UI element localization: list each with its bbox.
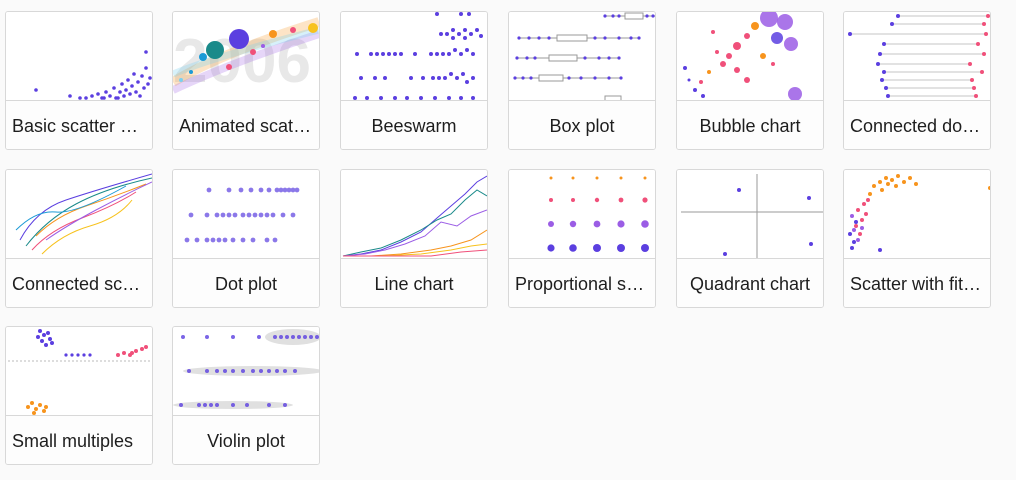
violin-plot-thumbnail — [173, 327, 319, 415]
card-small-multiples[interactable]: Small multiples — [5, 326, 153, 465]
basic-scatter-thumbnail-svg — [34, 50, 152, 100]
card-bubble-chart-footer: Bubble chart — [677, 100, 823, 149]
dot-plot-thumbnail — [173, 170, 319, 258]
card-proportional-symbol-footer: Proportional symbol plot — [509, 258, 655, 307]
card-box-plot-footer: Box plot — [509, 100, 655, 149]
connected-dot-thumbnail — [844, 12, 990, 100]
card-label-quadrant-chart: Quadrant chart — [689, 274, 811, 294]
card-label-bubble-chart: Bubble chart — [699, 116, 801, 136]
card-quadrant-chart-footer: Quadrant chart — [677, 258, 823, 307]
card-line-chart-footer: Line chart — [341, 258, 487, 307]
box-plot-thumbnail-svg — [513, 12, 655, 100]
animated-scatter-thumbnail: 2006 — [173, 12, 319, 100]
box-plot-thumbnail — [509, 12, 655, 100]
card-beeswarm-footer: Beeswarm — [341, 100, 487, 149]
card-connected-scatter[interactable]: Connected scatter plot — [5, 169, 153, 308]
scatter-fit-thumbnail — [844, 170, 990, 258]
small-multiples-thumbnail-svg — [8, 329, 152, 415]
card-dot-plot[interactable]: Dot plot — [172, 169, 320, 308]
dot-plot-thumbnail-svg — [184, 187, 300, 243]
card-label-small-multiples: Small multiples — [12, 431, 134, 451]
animated-scatter-thumbnail-svg: 2006 — [173, 17, 319, 96]
card-label-violin-plot: Violin plot — [207, 431, 285, 451]
card-beeswarm[interactable]: Beeswarm — [340, 11, 488, 150]
beeswarm-thumbnail — [341, 12, 487, 100]
card-animated-scatter[interactable]: 2006 Animated scatter plot — [172, 11, 320, 150]
card-label-box-plot: Box plot — [549, 116, 615, 136]
card-violin-plot-footer: Violin plot — [173, 415, 319, 464]
beeswarm-thumbnail-svg — [353, 12, 483, 100]
card-label-animated-scatter: Animated scatter plot — [179, 116, 313, 136]
card-label-dot-plot: Dot plot — [214, 274, 278, 294]
card-dot-plot-footer: Dot plot — [173, 258, 319, 307]
card-label-proportional-symbol: Proportional symbol plot — [515, 274, 649, 294]
scatter-fit-thumbnail-svg — [848, 174, 990, 252]
card-proportional-symbol[interactable]: Proportional symbol plot — [508, 169, 656, 308]
proportional-symbol-thumbnail — [509, 170, 655, 258]
card-label-beeswarm: Beeswarm — [371, 116, 457, 136]
connected-scatter-thumbnail-svg — [15, 173, 152, 255]
basic-scatter-thumbnail — [6, 12, 152, 100]
card-basic-scatter-footer: Basic scatter plot — [6, 100, 152, 149]
card-line-chart[interactable]: Line chart — [340, 169, 488, 308]
card-connected-dot[interactable]: Connected dot plot — [843, 11, 991, 150]
bubble-chart-thumbnail-svg — [683, 12, 802, 100]
violin-plot-thumbnail-svg — [173, 329, 319, 409]
card-label-connected-dot: Connected dot plot — [850, 116, 984, 136]
quadrant-chart-thumbnail-svg — [681, 174, 823, 258]
card-animated-scatter-footer: Animated scatter plot — [173, 100, 319, 149]
card-violin-plot[interactable]: Violin plot — [172, 326, 320, 465]
card-connected-scatter-footer: Connected scatter plot — [6, 258, 152, 307]
quadrant-chart-thumbnail — [677, 170, 823, 258]
card-scatter-fit[interactable]: Scatter with fit line — [843, 169, 991, 308]
card-quadrant-chart[interactable]: Quadrant chart — [676, 169, 824, 308]
bubble-chart-thumbnail — [677, 12, 823, 100]
proportional-symbol-thumbnail-svg — [547, 176, 649, 252]
card-label-connected-scatter: Connected scatter plot — [12, 274, 146, 294]
card-label-basic-scatter: Basic scatter plot — [12, 116, 146, 136]
line-chart-thumbnail — [341, 170, 487, 258]
small-multiples-thumbnail — [6, 327, 152, 415]
connected-scatter-thumbnail — [6, 170, 152, 258]
card-box-plot[interactable]: Box plot — [508, 11, 656, 150]
line-chart-thumbnail-svg — [342, 175, 487, 257]
card-scatter-fit-footer: Scatter with fit line — [844, 258, 990, 307]
connected-dot-thumbnail-svg — [848, 14, 990, 98]
card-bubble-chart[interactable]: Bubble chart — [676, 11, 824, 150]
card-basic-scatter[interactable]: Basic scatter plot — [5, 11, 153, 150]
card-small-multiples-footer: Small multiples — [6, 415, 152, 464]
card-label-scatter-fit: Scatter with fit line — [850, 274, 984, 294]
card-label-line-chart: Line chart — [374, 274, 454, 294]
card-connected-dot-footer: Connected dot plot — [844, 100, 990, 149]
